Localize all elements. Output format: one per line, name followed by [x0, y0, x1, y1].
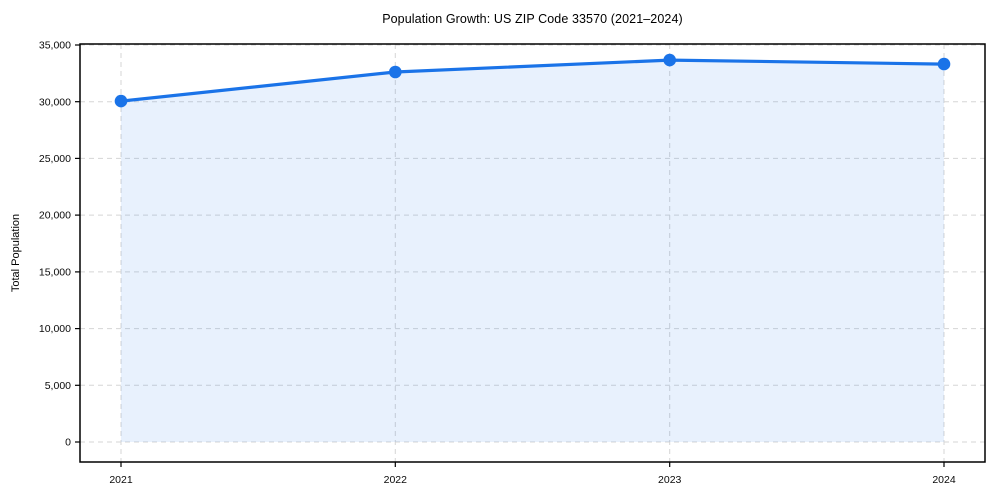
x-tick-label: 2021: [109, 474, 133, 486]
data-point-2022: [389, 65, 402, 79]
chart-title: Population Growth: US ZIP Code 33570 (20…: [382, 12, 683, 26]
y-tick-label: 20,000: [39, 210, 71, 222]
y-axis-label: Total Population: [10, 213, 22, 293]
plot-area-background: [80, 44, 985, 462]
data-line: [119, 58, 946, 103]
axes-spines: [79, 43, 986, 463]
y-tick-label: 10,000: [39, 323, 71, 335]
y-tick-label: 0: [65, 437, 71, 449]
data-point-2021: [114, 94, 128, 108]
area-fill: [121, 60, 944, 442]
x-tick-label: 2023: [658, 474, 682, 486]
x-tick-label: 2022: [384, 474, 408, 486]
y-tick-label: 15,000: [39, 267, 71, 279]
y-tick-label: 5,000: [45, 380, 71, 392]
y-tick-label: 30,000: [39, 96, 71, 108]
y-tick-label: 25,000: [39, 153, 71, 165]
x-tick-label: 2024: [932, 474, 956, 486]
data-point-2023: [663, 53, 676, 67]
y-tick-label: 35,000: [39, 40, 71, 52]
data-point-2024: [937, 57, 951, 71]
